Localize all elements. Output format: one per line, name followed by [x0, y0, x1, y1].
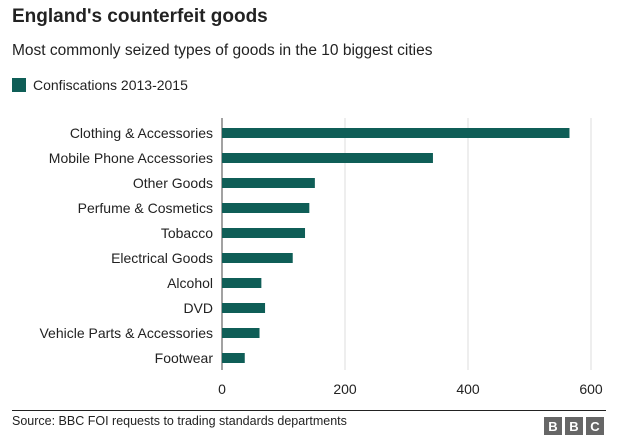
legend-label: Confiscations 2013-2015 — [33, 77, 188, 93]
category-label-9: Footwear — [155, 350, 214, 366]
category-label-4: Tobacco — [161, 225, 213, 241]
chart-title: England's counterfeit goods — [12, 6, 268, 27]
x-tick-label-400: 400 — [456, 381, 480, 397]
bar-5 — [222, 253, 293, 263]
chart-subtitle: Most commonly seized types of goods in t… — [12, 42, 433, 59]
bbc-logo: B B C — [544, 417, 604, 435]
category-label-6: Alcohol — [167, 275, 213, 291]
x-tick-label-200: 200 — [333, 381, 357, 397]
bar-7 — [222, 303, 266, 313]
bar-1 — [222, 153, 433, 163]
bar-chart: Clothing & Accessories Mobile Phone Acces… — [39, 118, 603, 397]
legend: Confiscations 2013-2015 — [12, 77, 188, 93]
source-note: Source: BBC FOI requests to trading stan… — [12, 414, 347, 428]
bar-9 — [222, 353, 245, 363]
footer-divider — [12, 410, 606, 411]
category-label-8: Vehicle Parts & Accessories — [39, 325, 213, 341]
category-label-3: Perfume & Cosmetics — [78, 200, 213, 216]
x-tick-label-600: 600 — [579, 381, 603, 397]
bbc-logo-letter-c: C — [586, 417, 604, 435]
bbc-logo-letter-b2: B — [565, 417, 583, 435]
bar-3 — [222, 203, 310, 213]
x-tick-label-0: 0 — [218, 381, 226, 397]
bar-0 — [222, 128, 570, 138]
category-label-2: Other Goods — [133, 175, 213, 191]
bar-2 — [222, 178, 315, 188]
category-label-5: Electrical Goods — [111, 250, 213, 266]
bar-8 — [222, 328, 260, 338]
category-label-1: Mobile Phone Accessories — [49, 150, 213, 166]
category-label-0: Clothing & Accessories — [70, 125, 213, 141]
legend-swatch — [12, 78, 26, 92]
bar-4 — [222, 228, 306, 238]
category-label-7: DVD — [183, 300, 213, 316]
bar-6 — [222, 278, 262, 288]
bbc-logo-letter-b1: B — [544, 417, 562, 435]
